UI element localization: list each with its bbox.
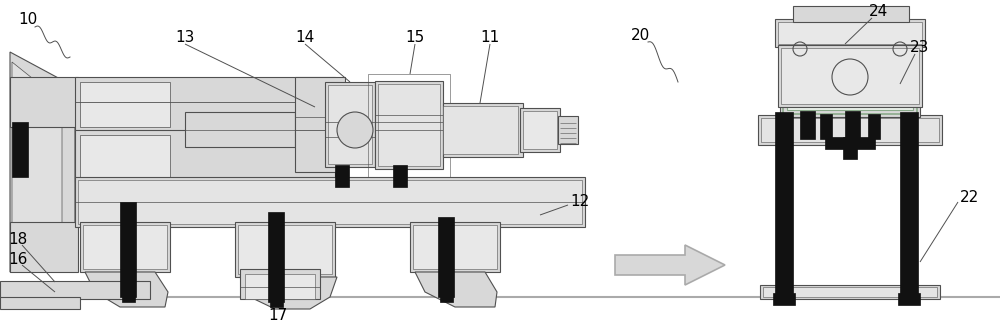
Bar (783, 45, 917, 114)
Text: 11: 11 (480, 29, 500, 44)
Bar (240, 269, 320, 299)
Bar (758, 115, 942, 145)
Text: 18: 18 (8, 232, 28, 247)
Text: 15: 15 (405, 29, 425, 44)
Bar (393, 165, 407, 187)
Bar (793, 6, 909, 22)
Circle shape (337, 112, 373, 148)
Text: 12: 12 (570, 195, 589, 210)
Bar (778, 45, 922, 107)
Bar (83, 225, 167, 269)
Text: 22: 22 (960, 190, 979, 204)
Polygon shape (415, 272, 497, 307)
Bar (763, 287, 937, 297)
Bar (760, 285, 940, 299)
Bar (781, 48, 919, 104)
Bar (558, 116, 578, 144)
Bar (820, 114, 832, 139)
Text: 24: 24 (868, 5, 888, 20)
Text: 23: 23 (910, 40, 930, 55)
Text: 17: 17 (268, 307, 288, 322)
Text: 14: 14 (295, 29, 315, 44)
Text: 13: 13 (175, 29, 195, 44)
Bar (413, 225, 497, 269)
Bar (268, 212, 284, 302)
Text: 10: 10 (18, 11, 38, 26)
Bar (75, 77, 335, 132)
Bar (185, 112, 295, 147)
Bar (75, 177, 585, 227)
Bar (0, 281, 150, 299)
Bar (761, 118, 939, 142)
Bar (122, 292, 135, 302)
Bar (775, 19, 925, 47)
Bar (778, 22, 922, 44)
Bar (12, 122, 28, 177)
Bar (780, 42, 920, 117)
Bar (898, 293, 920, 305)
Bar (80, 135, 170, 177)
Bar (443, 106, 518, 154)
Bar (238, 225, 332, 274)
Bar (80, 82, 170, 127)
Polygon shape (615, 245, 725, 285)
Text: 16: 16 (8, 251, 28, 267)
Polygon shape (85, 272, 168, 307)
Bar (523, 111, 557, 149)
Bar (868, 114, 880, 139)
Bar (845, 111, 860, 139)
Bar (295, 77, 345, 172)
Text: 20: 20 (630, 27, 650, 43)
Bar (80, 222, 170, 272)
Bar (440, 292, 453, 302)
Bar (443, 103, 523, 157)
Bar (335, 165, 349, 187)
Polygon shape (12, 62, 62, 247)
Bar (368, 74, 450, 179)
Bar (900, 112, 918, 297)
Bar (378, 84, 440, 166)
Bar (825, 137, 875, 149)
Bar (235, 222, 335, 277)
Bar (773, 293, 795, 305)
Bar (410, 222, 500, 272)
Bar (10, 222, 78, 272)
Bar (78, 180, 582, 224)
Bar (10, 77, 78, 127)
Bar (120, 202, 136, 297)
Bar (800, 111, 815, 139)
Bar (270, 297, 283, 307)
Bar (0, 297, 80, 309)
Bar (438, 217, 454, 297)
Bar (245, 274, 315, 299)
Bar (775, 112, 793, 297)
Bar (325, 82, 375, 167)
Bar (843, 137, 857, 159)
Bar (340, 107, 370, 152)
Bar (375, 81, 443, 169)
Bar (520, 108, 560, 152)
Polygon shape (240, 277, 337, 309)
Bar (328, 85, 372, 164)
Bar (787, 49, 913, 110)
Polygon shape (10, 52, 75, 272)
Bar (75, 130, 335, 182)
